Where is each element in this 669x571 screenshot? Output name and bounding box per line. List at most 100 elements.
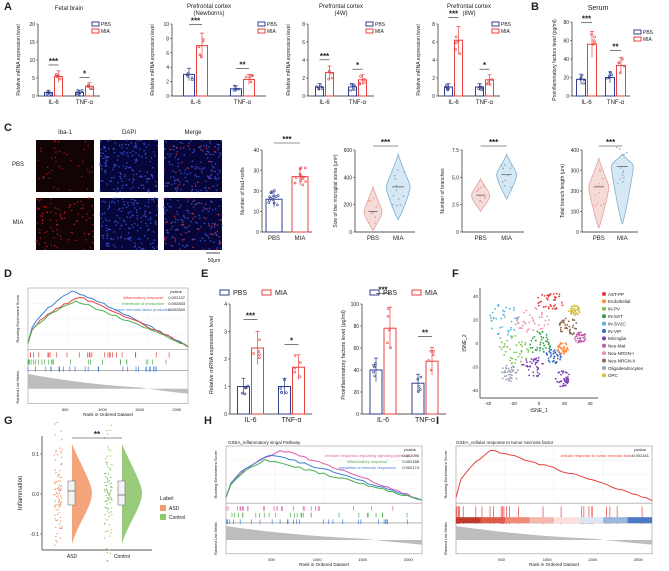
data-point bbox=[608, 76, 611, 79]
cell-dot bbox=[136, 229, 139, 232]
legend-label-mia: MIA bbox=[275, 290, 288, 297]
cell-point bbox=[523, 321, 526, 324]
cell-point bbox=[513, 309, 515, 311]
panel-h: GSEA_inflammatory singal Pathwaypvalueim… bbox=[213, 440, 423, 567]
legend-swatch-pbs bbox=[491, 21, 500, 27]
cell-point bbox=[537, 324, 540, 327]
cell-dot bbox=[211, 165, 213, 167]
data-point bbox=[54, 493, 56, 496]
cell-dot bbox=[117, 200, 120, 202]
cell-dot bbox=[100, 235, 103, 237]
cell-point bbox=[523, 311, 526, 314]
data-point bbox=[107, 530, 109, 532]
data-point bbox=[623, 177, 625, 179]
cell-point bbox=[521, 324, 524, 327]
image-row-label: MIA bbox=[13, 220, 24, 226]
y-tick-label: 200 bbox=[571, 189, 580, 195]
cell-point bbox=[501, 367, 504, 370]
cell-dot bbox=[183, 238, 185, 241]
cell-dot bbox=[102, 157, 104, 160]
data-point bbox=[315, 85, 319, 88]
cell-dot bbox=[105, 243, 108, 245]
cell-point bbox=[522, 363, 525, 366]
cell-dot bbox=[55, 212, 57, 215]
cell-point bbox=[540, 338, 543, 341]
bar bbox=[291, 176, 309, 233]
cell-point bbox=[534, 349, 537, 351]
cell-point bbox=[565, 376, 568, 379]
cell-point bbox=[560, 370, 563, 373]
data-point bbox=[90, 87, 94, 90]
category-label: IL-6 bbox=[244, 417, 256, 424]
data-point bbox=[258, 356, 261, 360]
cell-dot bbox=[144, 210, 146, 213]
cell-point bbox=[545, 336, 548, 339]
pvalue-header: pvalue bbox=[634, 447, 647, 452]
chart-title: Prefrontal cortex bbox=[447, 4, 491, 10]
cell-point bbox=[495, 317, 498, 320]
cell-point bbox=[507, 333, 509, 336]
data-point bbox=[58, 77, 62, 81]
cell-dot bbox=[112, 243, 115, 246]
cell-dot bbox=[118, 165, 120, 168]
cell-dot bbox=[181, 219, 184, 222]
cell-dot bbox=[50, 211, 52, 213]
cell-dot bbox=[106, 183, 108, 185]
significance-marker: *** bbox=[489, 138, 499, 147]
data-point bbox=[109, 490, 112, 493]
ranked-colorbar-segment bbox=[529, 517, 554, 524]
cell-dot bbox=[63, 152, 65, 154]
cell-dot bbox=[119, 173, 122, 176]
category-label: MIA bbox=[617, 236, 628, 242]
cell-dot bbox=[174, 187, 177, 190]
cell-point bbox=[508, 348, 511, 351]
cell-dot bbox=[147, 198, 150, 201]
cell-dot bbox=[37, 208, 39, 211]
data-point bbox=[107, 446, 109, 448]
ranked-metric-area bbox=[456, 526, 652, 545]
data-point bbox=[446, 87, 449, 91]
significance-marker: *** bbox=[320, 52, 330, 61]
data-point bbox=[374, 216, 377, 219]
cell-point bbox=[541, 331, 544, 333]
cell-dot bbox=[214, 170, 216, 173]
panel-letter-c: C bbox=[4, 122, 12, 134]
cell-dot bbox=[145, 146, 148, 148]
cell-point bbox=[559, 323, 562, 326]
y-axis-label: Relative mRNA expression level bbox=[16, 24, 22, 95]
cell-point bbox=[562, 350, 565, 353]
cell-dot bbox=[202, 206, 205, 209]
data-point bbox=[304, 180, 307, 183]
data-point bbox=[60, 430, 62, 432]
micrograph-tile bbox=[36, 140, 94, 192]
cell-dot bbox=[38, 177, 41, 180]
cell-dot bbox=[136, 211, 138, 214]
cell-dot bbox=[200, 189, 202, 192]
x-tick-label: 1500 bbox=[588, 557, 598, 562]
y-tick-label: 2.5 bbox=[452, 203, 459, 209]
data-point bbox=[89, 87, 93, 91]
cell-dot bbox=[140, 216, 142, 219]
cell-point bbox=[569, 310, 572, 313]
cell-dot bbox=[77, 164, 80, 167]
cell-dot bbox=[128, 178, 131, 181]
cell-point bbox=[532, 374, 535, 377]
cell-dot bbox=[163, 156, 166, 159]
cell-point bbox=[557, 371, 560, 374]
data-point bbox=[55, 472, 57, 474]
data-point bbox=[104, 513, 107, 516]
cell-dot bbox=[210, 173, 213, 176]
cell-dot bbox=[68, 205, 71, 207]
cell-dot bbox=[146, 237, 149, 240]
cell-dot bbox=[40, 150, 42, 152]
data-point bbox=[56, 487, 59, 490]
cell-dot bbox=[196, 181, 199, 184]
cell-dot bbox=[110, 180, 113, 182]
data-point bbox=[396, 169, 399, 171]
cell-dot bbox=[179, 141, 182, 144]
y-tick-label: 6 bbox=[166, 51, 169, 57]
legend-swatch-mia bbox=[91, 28, 100, 34]
cell-dot bbox=[113, 166, 115, 168]
data-point bbox=[477, 87, 481, 90]
data-point bbox=[293, 370, 296, 374]
